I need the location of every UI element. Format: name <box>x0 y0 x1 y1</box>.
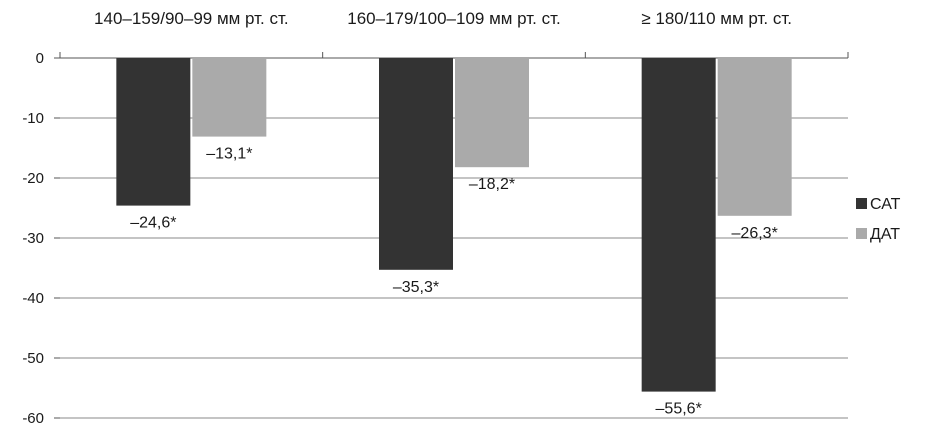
legend-swatch <box>856 198 867 209</box>
data-label: –55,6* <box>656 401 702 418</box>
data-labels: –24,6* –13,1* –35,3* –18,2* –55,6* –26,3* <box>130 146 778 418</box>
data-label: –13,1* <box>206 146 252 163</box>
legend-label: САТ <box>870 196 901 213</box>
y-tick-label: -40 <box>22 290 44 307</box>
gridlines <box>54 52 849 419</box>
bar <box>116 58 191 206</box>
category-label: 140–159/90–99 мм рт. ст. <box>94 9 289 28</box>
data-label: –18,2* <box>469 176 515 193</box>
y-tick-label: -10 <box>22 110 44 127</box>
bar <box>379 58 453 270</box>
legend-swatch <box>856 228 867 239</box>
y-axis-ticks: 0 -10 -20 -30 -40 -50 -60 <box>22 50 44 427</box>
y-tick-label: -60 <box>22 410 44 427</box>
data-label: –26,3* <box>732 225 778 242</box>
y-tick-label: -50 <box>22 350 44 367</box>
y-tick-label: 0 <box>36 50 44 67</box>
data-label: –35,3* <box>393 279 439 296</box>
y-tick-label: -20 <box>22 170 44 187</box>
legend-label: ДАТ <box>870 226 900 243</box>
y-tick-label: -30 <box>22 230 44 247</box>
bar <box>192 58 267 137</box>
category-label: 160–179/100–109 мм рт. ст. <box>347 9 560 28</box>
legend: САТ ДАТ <box>856 196 901 243</box>
bar <box>717 58 792 216</box>
bars <box>116 58 792 392</box>
data-label: –24,6* <box>130 215 176 232</box>
bar <box>641 58 716 392</box>
category-labels: 140–159/90–99 мм рт. ст. 160–179/100–109 … <box>94 9 792 28</box>
category-label: ≥ 180/110 мм рт. ст. <box>641 9 792 28</box>
bar <box>455 58 529 168</box>
